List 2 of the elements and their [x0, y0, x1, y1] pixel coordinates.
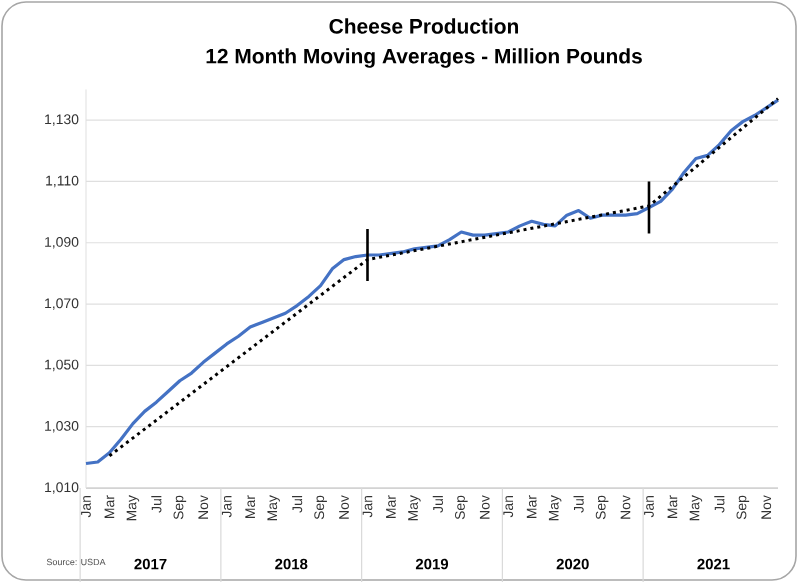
chart-subtitle: 12 Month Moving Averages - Million Pounds	[206, 48, 642, 68]
chart-title: Cheese Production	[329, 18, 518, 34]
